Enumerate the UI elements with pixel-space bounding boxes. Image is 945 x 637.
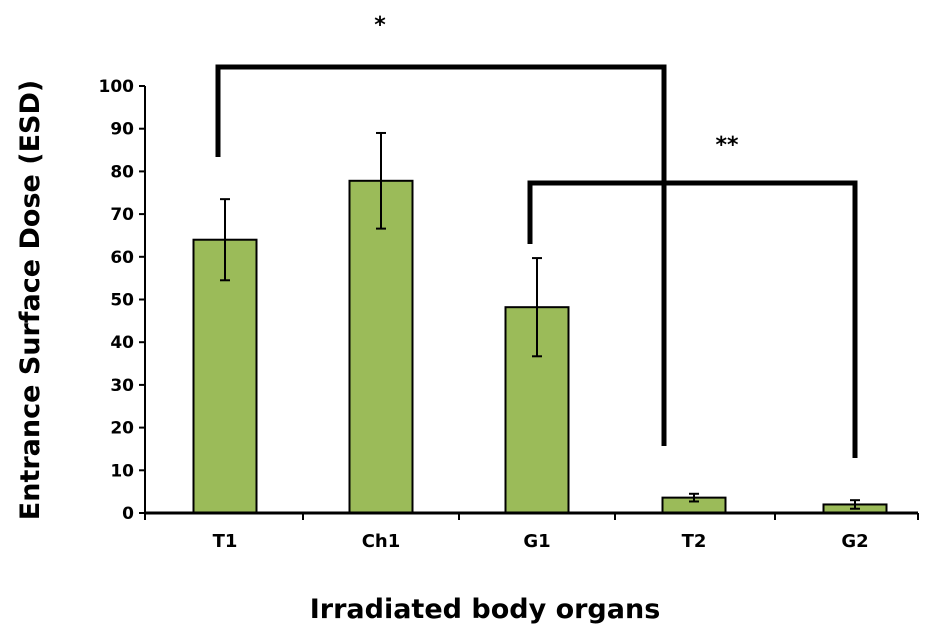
bar-ch1	[348, 179, 414, 514]
y-tick-label: 10	[110, 461, 134, 481]
significance-label: **	[715, 133, 739, 158]
bar-t1	[192, 238, 258, 514]
error-bar-t2	[689, 492, 699, 503]
error-bar-ch1	[376, 131, 386, 230]
y-tick-label: 0	[122, 504, 134, 524]
error-bar-t1	[220, 198, 230, 282]
significance-bracket-1: *	[215, 13, 667, 446]
y-axis-title: Entrance Surface Dose (ESD)	[15, 80, 46, 520]
y-tick-label: 20	[110, 419, 134, 439]
y-tick-label: 70	[110, 205, 134, 225]
x-axis-title: Irradiated body organs	[310, 594, 661, 625]
y-tick-label: 50	[110, 291, 134, 311]
x-tick-label-g1: G1	[523, 531, 550, 552]
error-bars	[220, 131, 860, 510]
y-tick-label: 100	[99, 77, 135, 97]
significance-bracket-line	[215, 64, 667, 446]
significance-bracket-line	[527, 180, 858, 458]
y-axis: 0 10 20 30 40 50 60 70 80 90 100	[99, 77, 146, 524]
error-bar-g2	[850, 499, 860, 510]
significance-label: *	[374, 13, 386, 38]
y-tick-label: 90	[110, 120, 134, 140]
significance-bracket-2: **	[527, 133, 858, 458]
x-tick-label-ch1: Ch1	[362, 531, 401, 552]
y-tick-label: 40	[110, 333, 134, 353]
x-tick-label-t1: T1	[213, 531, 238, 552]
bars	[192, 179, 888, 514]
y-tick-label: 30	[110, 376, 134, 396]
x-tick-label-t2: T2	[682, 531, 707, 552]
x-axis: T1 Ch1 G1 T2 G2	[144, 511, 919, 552]
x-tick-label-g2: G2	[841, 531, 868, 552]
error-bar-g1	[532, 257, 542, 358]
significance-brackets: ***	[215, 13, 858, 458]
y-tick-label: 80	[110, 162, 134, 182]
y-tick-label: 60	[110, 248, 134, 268]
